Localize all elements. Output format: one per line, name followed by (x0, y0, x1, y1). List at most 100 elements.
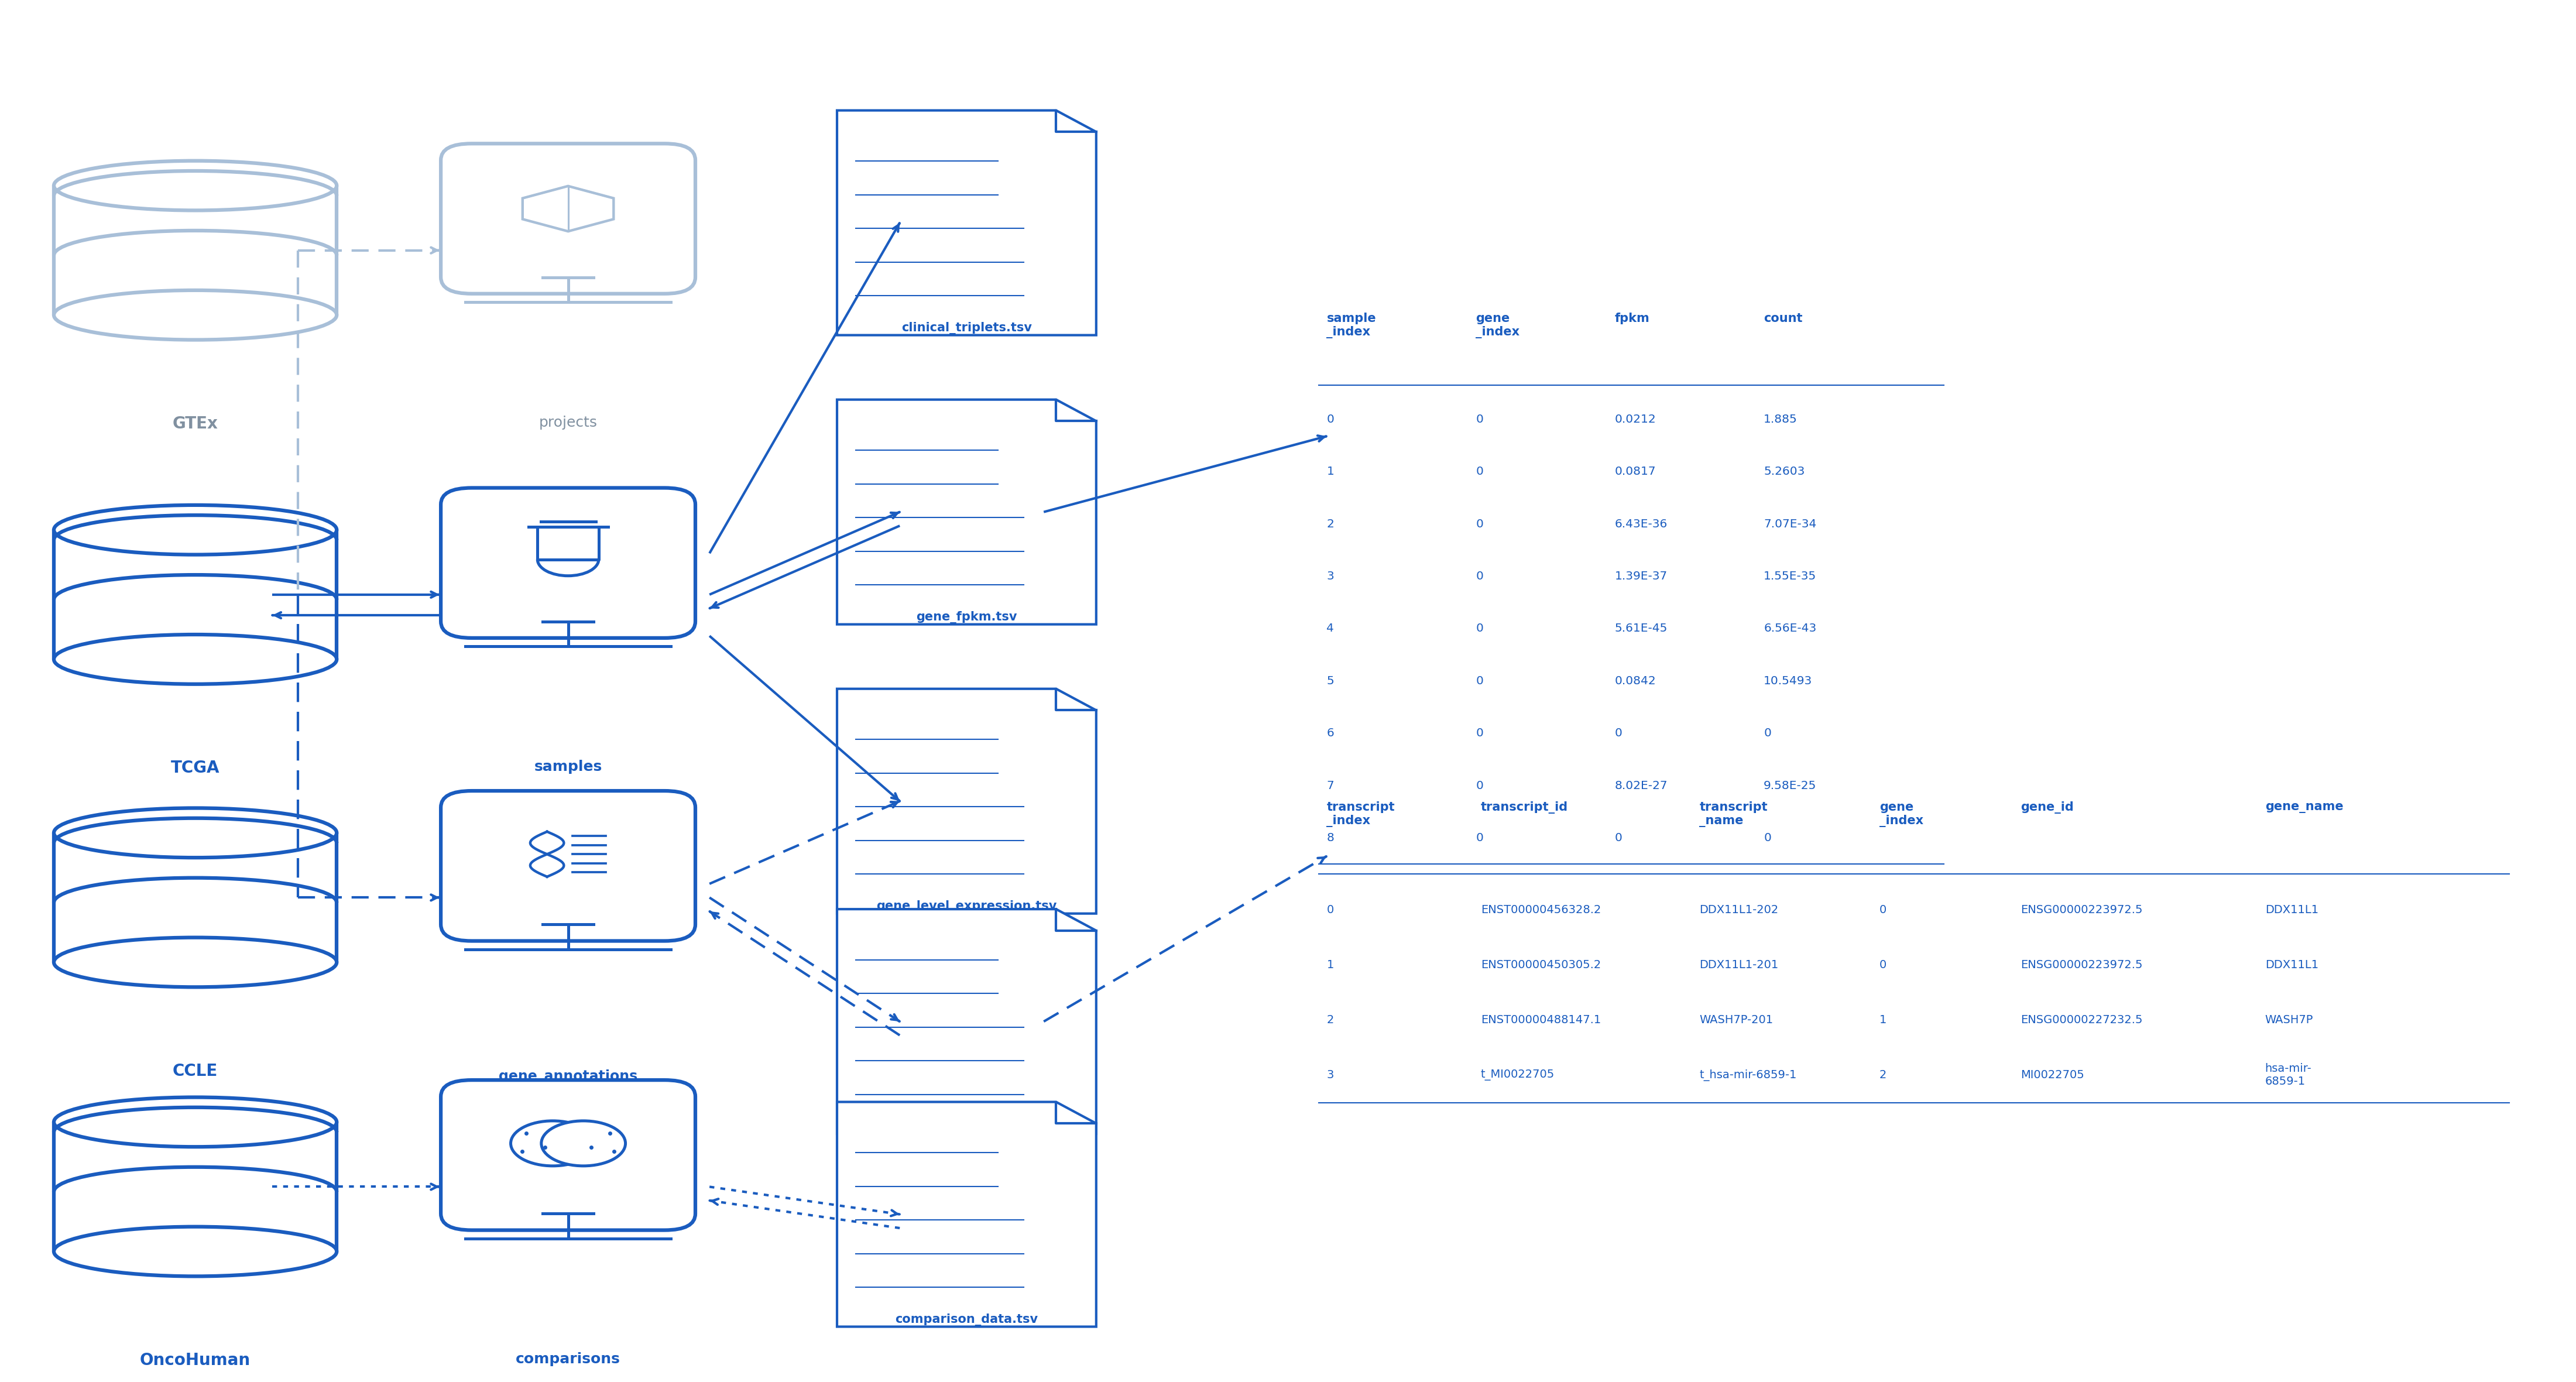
Text: 1.55E-35: 1.55E-35 (1765, 571, 1816, 582)
Text: transcript
_name: transcript _name (1700, 802, 1767, 826)
Text: gene_id: gene_id (2020, 802, 2074, 814)
Text: ENST00000456328.2: ENST00000456328.2 (1481, 904, 1602, 915)
Text: samples: samples (533, 760, 603, 774)
Text: 0: 0 (1476, 676, 1484, 687)
Ellipse shape (54, 1227, 337, 1276)
Text: t_MI0022705: t_MI0022705 (1481, 1070, 1556, 1081)
Text: ENST00000488147.1: ENST00000488147.1 (1481, 1014, 1600, 1025)
Text: transcript
_index: transcript _index (1327, 802, 1394, 826)
FancyBboxPatch shape (440, 1081, 696, 1230)
Text: 1: 1 (1327, 959, 1334, 970)
Text: WASH7P: WASH7P (2264, 1014, 2313, 1025)
Text: ENSG00000227232.5: ENSG00000227232.5 (2020, 1014, 2143, 1025)
Text: 5: 5 (1327, 676, 1334, 687)
Text: 0: 0 (1476, 728, 1484, 739)
Text: 0: 0 (1476, 623, 1484, 634)
Text: 0: 0 (1327, 413, 1334, 424)
Text: 8: 8 (1327, 832, 1334, 843)
Text: 0: 0 (1765, 728, 1772, 739)
Text: t_hsa-mir-6859-1: t_hsa-mir-6859-1 (1700, 1070, 1798, 1081)
Text: 1: 1 (1327, 466, 1334, 477)
Text: 6.43E-36: 6.43E-36 (1615, 518, 1667, 529)
Text: clinical_triplets.tsv: clinical_triplets.tsv (902, 322, 1033, 334)
Text: 4: 4 (1327, 623, 1334, 634)
Text: 0.0212: 0.0212 (1615, 413, 1656, 424)
Text: comparison_data.tsv: comparison_data.tsv (896, 1313, 1038, 1325)
Polygon shape (837, 688, 1097, 914)
Ellipse shape (54, 808, 337, 858)
Text: 7.07E-34: 7.07E-34 (1765, 518, 1816, 529)
Text: 2: 2 (1327, 1014, 1334, 1025)
Ellipse shape (54, 634, 337, 684)
Text: DDX11L1: DDX11L1 (2264, 959, 2318, 970)
Polygon shape (837, 111, 1097, 336)
FancyBboxPatch shape (440, 144, 696, 294)
Text: 0: 0 (1476, 413, 1484, 424)
FancyBboxPatch shape (440, 791, 696, 941)
Text: 2: 2 (1327, 518, 1334, 529)
Text: 0.0842: 0.0842 (1615, 676, 1656, 687)
Text: DDX11L1-201: DDX11L1-201 (1700, 959, 1777, 970)
Text: 6.56E-43: 6.56E-43 (1765, 623, 1816, 634)
Text: hsa-mir-
6859-1: hsa-mir- 6859-1 (2264, 1063, 2311, 1088)
Text: 0: 0 (1476, 779, 1484, 791)
Text: ENSG00000223972.5: ENSG00000223972.5 (2020, 904, 2143, 915)
Text: gene
_index: gene _index (1476, 312, 1520, 339)
Text: 0.0817: 0.0817 (1615, 466, 1656, 477)
Text: gene_annotations: gene_annotations (500, 1070, 636, 1085)
Circle shape (510, 1121, 595, 1166)
Text: 3: 3 (1327, 1070, 1334, 1081)
Text: 0: 0 (1476, 466, 1484, 477)
Text: DDX11L1: DDX11L1 (2264, 904, 2318, 915)
Text: 10.5493: 10.5493 (1765, 676, 1814, 687)
Text: 8.02E-27: 8.02E-27 (1615, 779, 1667, 791)
FancyBboxPatch shape (440, 488, 696, 638)
Text: TCGA: TCGA (170, 760, 219, 777)
Text: transcript_annotation.tsv: transcript_annotation.tsv (878, 1121, 1054, 1133)
Text: gene
_index: gene _index (1880, 802, 1924, 826)
Text: 7: 7 (1327, 779, 1334, 791)
Ellipse shape (54, 160, 337, 210)
Text: ENST00000450305.2: ENST00000450305.2 (1481, 959, 1600, 970)
Text: CCLE: CCLE (173, 1063, 219, 1079)
Text: 0: 0 (1765, 832, 1772, 843)
Text: projects: projects (538, 416, 598, 430)
Text: gene_name: gene_name (2264, 802, 2344, 813)
Text: 6: 6 (1327, 728, 1334, 739)
Text: 5.61E-45: 5.61E-45 (1615, 623, 1667, 634)
Text: transcript_id: transcript_id (1481, 802, 1569, 814)
Circle shape (541, 1121, 626, 1166)
Text: 5.2603: 5.2603 (1765, 466, 1806, 477)
Text: 0: 0 (1615, 832, 1623, 843)
Text: gene_fpkm.tsv: gene_fpkm.tsv (917, 611, 1018, 623)
Text: ENSG00000223972.5: ENSG00000223972.5 (2020, 959, 2143, 970)
Text: OncoHuman: OncoHuman (139, 1352, 250, 1368)
Text: MI0022705: MI0022705 (2020, 1070, 2084, 1081)
Text: 9.58E-25: 9.58E-25 (1765, 779, 1816, 791)
Ellipse shape (54, 504, 337, 554)
Polygon shape (837, 909, 1097, 1133)
Text: 1.39E-37: 1.39E-37 (1615, 571, 1667, 582)
Text: sample
_index: sample _index (1327, 312, 1376, 339)
Text: 1: 1 (1880, 1014, 1886, 1025)
Text: 0: 0 (1880, 904, 1886, 915)
Polygon shape (523, 187, 613, 231)
Text: DDX11L1-202: DDX11L1-202 (1700, 904, 1777, 915)
Text: GTEx: GTEx (173, 416, 219, 433)
Text: 0: 0 (1476, 832, 1484, 843)
Text: 0: 0 (1476, 571, 1484, 582)
Text: comparisons: comparisons (515, 1352, 621, 1365)
Polygon shape (837, 399, 1097, 625)
Text: WASH7P-201: WASH7P-201 (1700, 1014, 1772, 1025)
Ellipse shape (54, 937, 337, 987)
Polygon shape (837, 1101, 1097, 1327)
Text: gene_level_expression.tsv: gene_level_expression.tsv (876, 900, 1056, 912)
Ellipse shape (54, 1097, 337, 1147)
Text: 0: 0 (1880, 959, 1886, 970)
Text: fpkm: fpkm (1615, 312, 1649, 323)
Text: 0: 0 (1476, 518, 1484, 529)
Text: 0: 0 (1327, 904, 1334, 915)
Text: 3: 3 (1327, 571, 1334, 582)
Text: 1.885: 1.885 (1765, 413, 1798, 424)
Ellipse shape (54, 290, 337, 340)
